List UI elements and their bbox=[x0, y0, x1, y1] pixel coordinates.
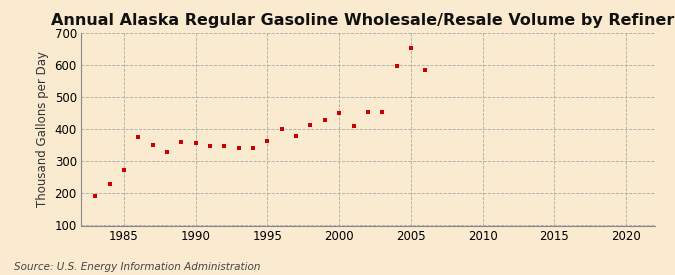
Point bbox=[119, 168, 130, 172]
Point bbox=[104, 182, 115, 187]
Point bbox=[377, 109, 387, 114]
Point bbox=[348, 123, 359, 128]
Title: Annual Alaska Regular Gasoline Wholesale/Resale Volume by Refiners: Annual Alaska Regular Gasoline Wholesale… bbox=[51, 13, 675, 28]
Point bbox=[262, 139, 273, 143]
Point bbox=[161, 150, 172, 155]
Point bbox=[362, 109, 373, 114]
Point bbox=[319, 118, 330, 122]
Point bbox=[190, 141, 201, 145]
Point bbox=[406, 46, 416, 51]
Text: Source: U.S. Energy Information Administration: Source: U.S. Energy Information Administ… bbox=[14, 262, 260, 272]
Point bbox=[90, 193, 101, 198]
Point bbox=[305, 123, 316, 128]
Point bbox=[205, 144, 215, 148]
Point bbox=[133, 135, 144, 139]
Point bbox=[234, 145, 244, 150]
Point bbox=[333, 110, 344, 115]
Point bbox=[176, 140, 187, 144]
Point bbox=[391, 64, 402, 68]
Point bbox=[276, 126, 287, 131]
Point bbox=[420, 68, 431, 72]
Point bbox=[147, 142, 158, 147]
Point bbox=[248, 145, 259, 150]
Point bbox=[291, 133, 302, 138]
Y-axis label: Thousand Gallons per Day: Thousand Gallons per Day bbox=[36, 51, 49, 207]
Point bbox=[219, 144, 230, 148]
